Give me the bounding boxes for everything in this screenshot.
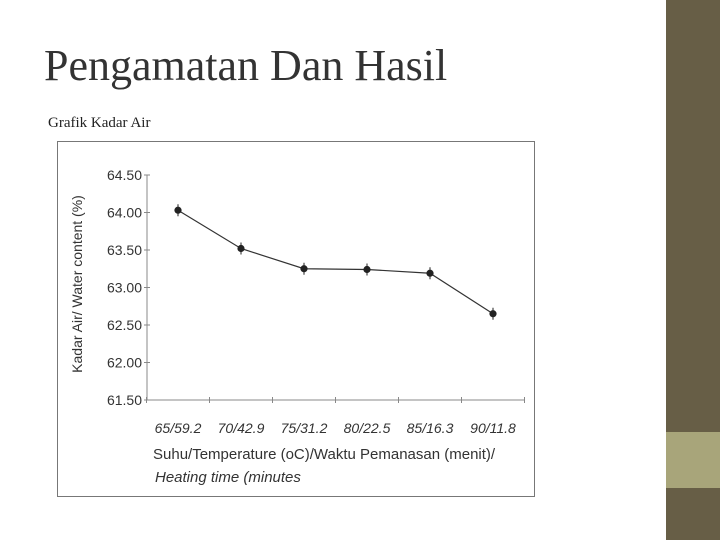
y-tick-label: 61.50 — [107, 392, 142, 408]
x-axis-label-line2: Heating time (minutes — [155, 469, 301, 486]
x-tick-label: 80/22.5 — [344, 420, 391, 436]
data-series — [174, 204, 497, 320]
x-tick-label: 65/59.2 — [155, 420, 202, 436]
y-tick-label: 64.50 — [107, 167, 142, 183]
chart-frame: 61.50 62.00 62.50 63.00 63.50 64.00 64.50 65/5… — [57, 141, 535, 497]
x-tick-label: 75/31.2 — [281, 420, 328, 436]
x-axis: 65/59.2 70/42.9 75/31.2 80/22.5 85/16.3 90/11… — [146, 397, 525, 436]
sidebar-accent-block — [666, 432, 720, 488]
y-axis: 61.50 62.00 62.50 63.00 63.50 64.00 64.50 — [107, 167, 150, 408]
x-tick-label: 85/16.3 — [407, 420, 454, 436]
line-chart: 61.50 62.00 62.50 63.00 63.50 64.00 64.50 65/5… — [69, 167, 525, 486]
series-line — [177, 209, 494, 315]
x-tick-label: 90/11.8 — [470, 420, 516, 436]
y-tick-label: 63.00 — [107, 280, 142, 296]
x-axis-label-line1: Suhu/Temperature (oC)/Waktu Pemanasan (m… — [153, 446, 496, 463]
y-axis-label: Kadar Air/ Water content (%) — [69, 195, 85, 373]
y-tick-label: 62.00 — [107, 355, 142, 371]
x-tick-label: 70/42.9 — [218, 420, 265, 436]
chart-caption: Grafik Kadar Air — [48, 115, 151, 131]
y-tick-label: 63.50 — [107, 242, 142, 258]
y-tick-label: 62.50 — [107, 317, 142, 333]
y-tick-label: 64.00 — [107, 205, 142, 221]
slide-title: Pengamatan Dan Hasil — [44, 41, 448, 90]
